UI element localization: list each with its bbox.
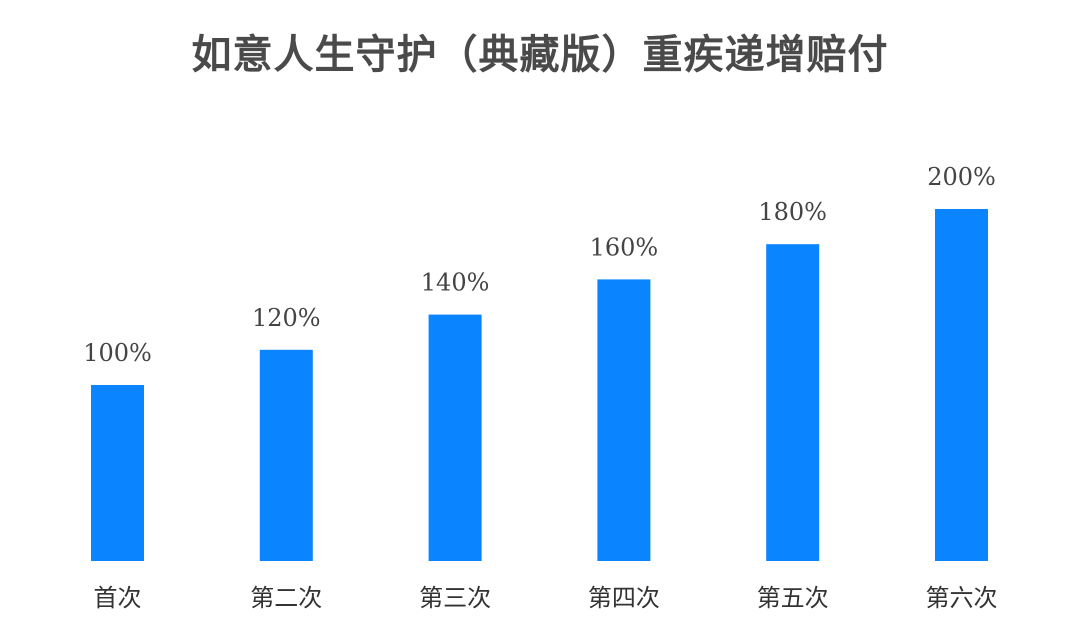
bar-5	[766, 244, 820, 561]
value-label-3: 140%	[421, 269, 490, 297]
bars-group	[91, 209, 988, 561]
category-label-5: 第五次	[757, 584, 829, 612]
value-label-1: 100%	[83, 339, 152, 367]
bar-2	[259, 349, 313, 561]
category-label-4: 第四次	[588, 584, 660, 612]
category-labels-group: 首次 第二次 第三次 第四次 第五次 第六次	[94, 584, 998, 612]
category-label-3: 第三次	[419, 584, 491, 612]
bar-6	[935, 209, 988, 561]
category-label-6: 第六次	[926, 584, 998, 612]
category-label-1: 首次	[94, 584, 142, 612]
bar-3	[428, 314, 482, 561]
value-labels-group: 100% 120% 140% 160% 180% 200%	[83, 163, 996, 367]
value-label-2: 120%	[252, 304, 321, 332]
category-label-2: 第二次	[250, 584, 322, 612]
chart-title: 如意人生守护（典藏版）重疾递增赔付	[191, 31, 889, 78]
bar-1	[91, 385, 144, 561]
value-label-6: 200%	[927, 163, 996, 191]
value-label-5: 180%	[758, 198, 827, 226]
value-label-4: 160%	[590, 233, 659, 261]
bar-4	[597, 279, 651, 561]
